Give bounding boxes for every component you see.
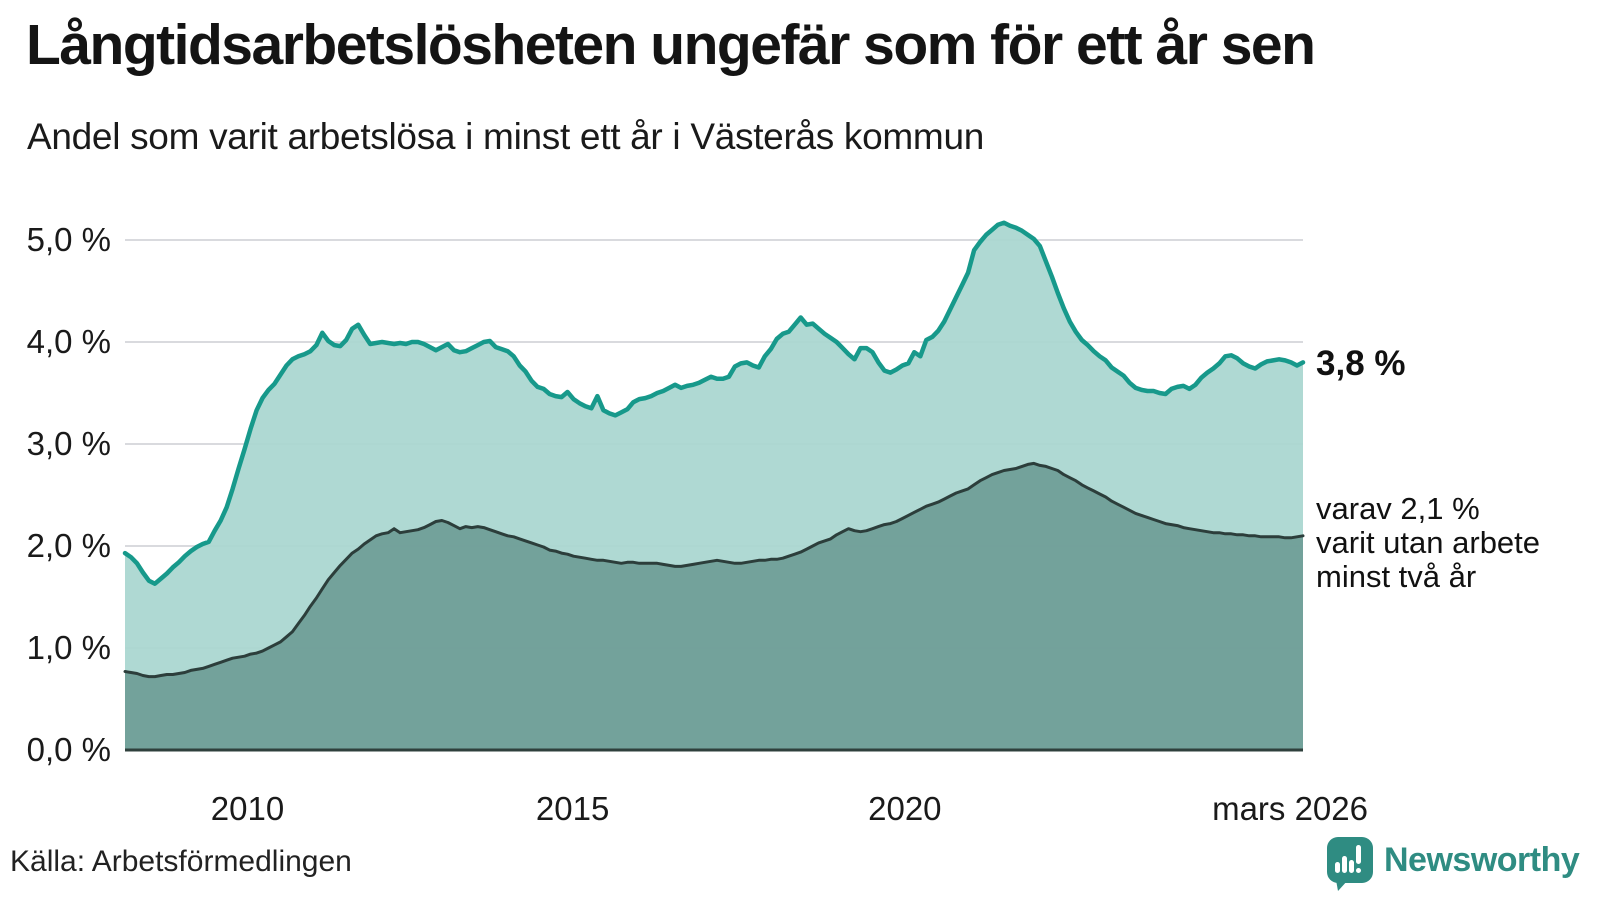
y-tick-label: 0,0 %: [27, 731, 111, 768]
y-tick-label: 3,0 %: [27, 425, 111, 462]
x-tick-label: 2020: [868, 790, 941, 827]
y-tick-label: 4,0 %: [27, 323, 111, 360]
newsworthy-logo-text: Newsworthy: [1384, 841, 1580, 879]
x-tick-label: 2015: [536, 790, 609, 827]
two-year-share-label: varav 2,1 % varit utan arbete minst två …: [1316, 491, 1541, 594]
newsworthy-logo: Newsworthy: [1326, 836, 1580, 897]
y-tick-label: 2,0 %: [27, 527, 111, 564]
x-tick-label: mars 2026: [1212, 790, 1368, 827]
y-tick-label: 5,0 %: [27, 221, 111, 258]
y-tick-label: 1,0 %: [27, 629, 111, 666]
chart-title: Långtidsarbetslösheten ungefär som för e…: [26, 13, 1316, 77]
chart-subtitle: Andel som varit arbetslösa i minst ett å…: [27, 116, 985, 157]
series-line-1: [123, 461, 1305, 679]
x-tick-label: 2010: [211, 790, 284, 827]
latest-value-label: 3,8 %: [1316, 344, 1406, 383]
series-area-1: [125, 463, 1303, 750]
series-line-0: [122, 220, 1306, 586]
source-note: Källa: Arbetsförmedlingen: [10, 845, 352, 878]
newsworthy-logo-icon: [1326, 836, 1374, 897]
